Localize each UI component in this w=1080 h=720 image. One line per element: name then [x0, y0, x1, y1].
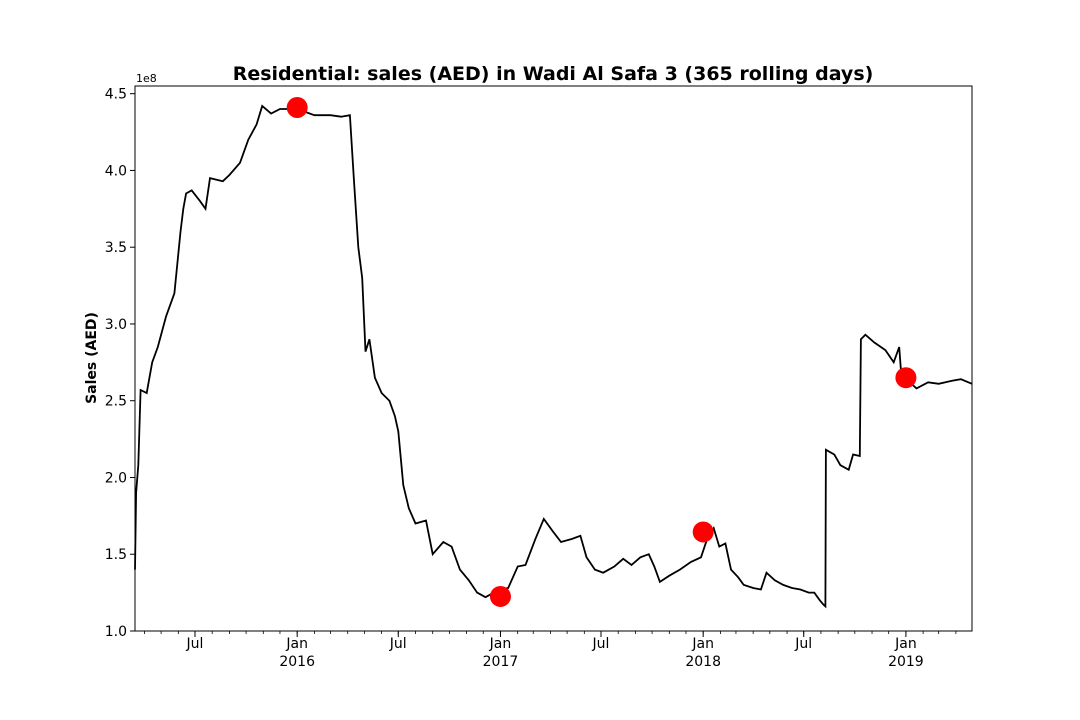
- x-tick-label: Jan: [691, 636, 714, 652]
- x-tick-label: Jan: [894, 636, 917, 652]
- y-axis-label: Sales (AED): [84, 312, 100, 404]
- x-tick-year-label: 2018: [685, 654, 721, 670]
- y-tick-label: 4.0: [105, 163, 127, 179]
- x-tick-label: Jul: [794, 636, 812, 652]
- x-tick-label: Jul: [186, 636, 204, 652]
- y-axis-ticks: 1.0 1.5 2.0 2.5 3.0 3.5 4.0 4.5: [105, 87, 135, 640]
- x-tick-year-label: 2019: [888, 654, 924, 670]
- highlight-marker: [286, 96, 308, 118]
- x-tick-year-label: 2017: [483, 654, 519, 670]
- highlight-marker: [692, 521, 714, 543]
- y-tick-label: 1.0: [105, 624, 127, 640]
- y-tick-label: 4.5: [105, 87, 127, 103]
- chart-title: Residential: sales (AED) in Wadi Al Safa…: [233, 63, 874, 85]
- highlight-marker: [895, 367, 917, 389]
- x-tick-year-label: 2016: [279, 654, 315, 670]
- highlight-marker: [489, 585, 511, 607]
- x-axis-minor-ticks: [144, 631, 957, 634]
- y-axis-offset-label: 1e8: [136, 72, 157, 85]
- x-tick-label: Jul: [389, 636, 407, 652]
- y-tick-label: 1.5: [105, 547, 127, 563]
- x-tick-label: Jan: [285, 636, 308, 652]
- sales-line: [134, 104, 973, 609]
- y-tick-label: 2.0: [105, 470, 127, 486]
- y-tick-label: 3.0: [105, 317, 127, 333]
- marker-group: [286, 96, 917, 607]
- x-axis-ticks: Jul Jan 2016 Jul Jan 2017 Jul Jan 2018 Jul Jan 2019: [186, 631, 924, 670]
- plot-area-frame: [134, 85, 973, 632]
- x-tick-label: Jan: [489, 636, 512, 652]
- x-tick-label: Jul: [592, 636, 610, 652]
- y-tick-label: 3.5: [105, 240, 127, 256]
- y-tick-label: 2.5: [105, 394, 127, 410]
